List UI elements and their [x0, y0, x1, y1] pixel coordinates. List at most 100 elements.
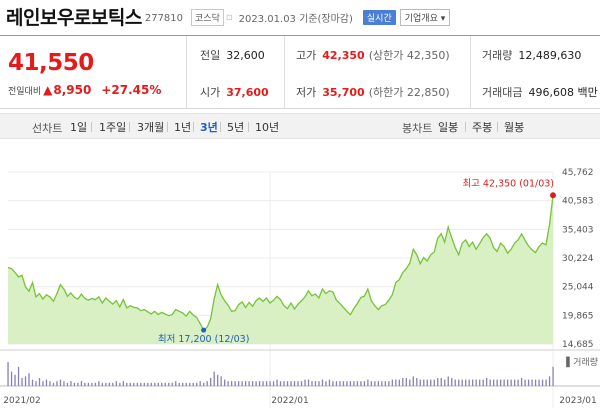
- volume-bar: [496, 379, 498, 386]
- period-3y[interactable]: 3년: [200, 121, 218, 134]
- volume-bar: [230, 381, 233, 386]
- price-summary: 41,550 전일대비 ▲ 8,950 +27.45% 전일 32,600 시가…: [0, 35, 600, 109]
- volume-bar: [534, 379, 537, 386]
- period-5y[interactable]: 5년: [227, 121, 245, 134]
- volume-bar: [360, 381, 362, 386]
- volume-bar: [21, 378, 23, 386]
- volume-bar: [513, 379, 516, 386]
- volume-bar: [105, 382, 107, 386]
- y-tick-label: 19,865: [562, 311, 594, 321]
- volume-bar: [451, 378, 453, 386]
- volume-bar: [468, 379, 470, 386]
- volume-bar: [409, 379, 411, 386]
- volume-bar: [538, 379, 540, 386]
- volume-bar: [136, 382, 138, 386]
- volume-bar: [311, 381, 313, 386]
- volume-bar: [10, 371, 13, 386]
- prev-close-cell: 전일 32,600: [200, 46, 265, 64]
- volume-cell: 거래량 12,489,630: [482, 46, 581, 64]
- volume-bar: [24, 376, 27, 386]
- volume-bar: [335, 381, 338, 386]
- divider: [284, 36, 285, 109]
- market-info-icon[interactable]: ▫: [225, 12, 233, 23]
- divider: [91, 122, 92, 132]
- volume-bar: [283, 381, 285, 386]
- volume-bar: [108, 382, 111, 386]
- y-tick-label: 25,044: [562, 283, 594, 293]
- realtime-button[interactable]: 실시간: [362, 10, 396, 25]
- volume-bar: [367, 379, 369, 386]
- period-1y[interactable]: 1년: [174, 121, 192, 134]
- company-overview-button[interactable]: 기업개요 ▾: [399, 9, 451, 26]
- volume-bar: [66, 382, 69, 386]
- divider: [220, 122, 221, 132]
- volume-bar: [157, 382, 159, 386]
- low-value: 35,700: [322, 85, 365, 99]
- y-tick-label: 35,403: [562, 225, 594, 235]
- volume-bar: [398, 379, 400, 386]
- low-cell: 저가 35,700 (하한가 22,850): [296, 83, 450, 101]
- volume-bar: [430, 379, 432, 386]
- volume-bar: [206, 381, 208, 386]
- candle-weekly[interactable]: 주봉: [472, 121, 493, 134]
- y-tick-label: 30,224: [562, 254, 594, 264]
- volume-bar: [248, 381, 250, 386]
- volume-bar: [154, 382, 156, 386]
- price-line: [7, 195, 554, 332]
- period-10y[interactable]: 10년: [255, 121, 280, 134]
- price-area-fill: [8, 195, 553, 344]
- volume-bar: [262, 381, 264, 386]
- volume-label: 거래량: [482, 49, 513, 62]
- y-tick-label: 40,583: [562, 197, 594, 207]
- volume-bar: [220, 376, 222, 386]
- volume-bar: [126, 382, 128, 386]
- upper-limit: (상한가 42,350): [368, 49, 450, 62]
- volume-bar: [391, 379, 393, 386]
- volume-bar: [112, 382, 114, 386]
- volume-bar: [234, 381, 236, 386]
- line-chart-label[interactable]: 선차트: [32, 122, 63, 135]
- volume-bar: [356, 381, 359, 386]
- x-axis-label: 2022/01: [271, 396, 308, 406]
- period-1w[interactable]: 1주일: [99, 121, 127, 134]
- volume-bar: [300, 381, 303, 386]
- volume-bar: [84, 382, 86, 386]
- volume-bar: [423, 379, 425, 386]
- volume-bar: [503, 379, 505, 386]
- volume-bar: [70, 381, 72, 386]
- volume-bar: [433, 379, 435, 386]
- volume-bar: [178, 382, 180, 386]
- volume-bar: [56, 381, 58, 386]
- volume-bar: [63, 381, 65, 386]
- volume-bar: [182, 382, 184, 386]
- volume-bar: [115, 381, 118, 386]
- volume-bar: [552, 366, 554, 386]
- volume-bar: [196, 382, 198, 386]
- low-point-marker: [201, 327, 207, 333]
- volume-bar: [405, 378, 407, 386]
- volume-bar: [28, 373, 30, 386]
- volume-bar: [7, 362, 9, 386]
- high-point-marker: [550, 192, 556, 199]
- volume-bar: [412, 376, 414, 386]
- candle-chart-label[interactable]: 봉차트: [402, 122, 433, 135]
- volume-bar: [73, 382, 76, 386]
- volume-bar: [276, 379, 278, 386]
- volume-bar: [447, 376, 449, 386]
- low-label: 저가: [296, 86, 317, 99]
- candle-monthly[interactable]: 월봉: [504, 121, 525, 134]
- volume-bar: [94, 382, 97, 386]
- volume-bar: [168, 382, 170, 386]
- volume-bar: [164, 382, 166, 386]
- period-3m[interactable]: 3개월: [137, 121, 165, 134]
- candle-daily[interactable]: 일봉: [438, 121, 459, 134]
- volume-bar: [42, 381, 44, 386]
- volume-bar: [192, 382, 194, 386]
- volume-bar: [227, 381, 229, 386]
- volume-bar: [199, 381, 201, 386]
- period-1d[interactable]: 1일: [70, 121, 88, 134]
- volume-bar: [129, 382, 131, 386]
- volume-bar: [175, 381, 177, 386]
- price-chart[interactable]: 45,762 40,583 35,403 30,224 25,044 19,865 14,6…: [0, 150, 600, 419]
- lower-limit: (하한가 22,850): [368, 86, 450, 99]
